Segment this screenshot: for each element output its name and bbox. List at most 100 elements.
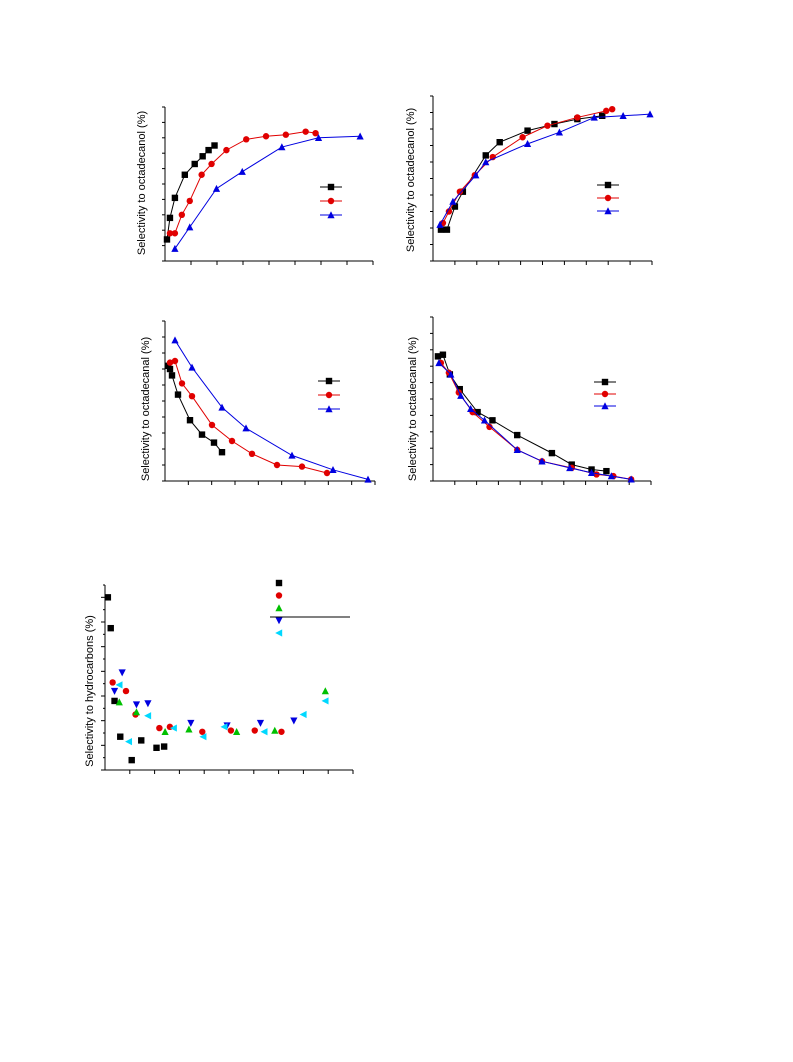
y-axis-label-3: Selectivity to octadecanal (%): [140, 336, 153, 482]
legend-marker: [601, 390, 609, 398]
data-point: [574, 114, 581, 121]
data-point: [486, 423, 493, 431]
legend-marker: [601, 402, 609, 410]
data-point: [329, 466, 337, 473]
data-point: [603, 107, 610, 115]
data-point: [111, 697, 118, 705]
data-point: [171, 357, 179, 365]
data-point: [188, 363, 196, 371]
data-point: [302, 128, 309, 135]
data-point: [489, 417, 496, 424]
data-point: [451, 203, 459, 210]
data-point: [480, 416, 489, 424]
data-point: [519, 134, 526, 141]
data-point: [321, 697, 329, 705]
data-point: [646, 110, 654, 118]
data-point: [627, 475, 635, 483]
series-line: [442, 108, 613, 224]
data-point: [544, 122, 551, 129]
legend-marker: [604, 207, 612, 215]
data-point: [227, 727, 235, 734]
data-point: [278, 143, 286, 151]
data-point: [223, 146, 230, 154]
data-point: [262, 133, 270, 140]
data-point: [174, 391, 182, 398]
legend-marker: [275, 617, 283, 625]
data-point: [323, 469, 331, 477]
data-point: [144, 700, 152, 708]
series-line: [439, 113, 651, 225]
series-line: [169, 360, 328, 474]
data-point: [208, 421, 216, 429]
series-line: [440, 115, 603, 231]
data-point: [607, 472, 615, 480]
data-point: [619, 112, 627, 119]
data-point: [171, 194, 179, 202]
data-point: [321, 687, 329, 695]
data-point: [110, 687, 119, 695]
data-point: [514, 431, 521, 439]
data-point: [251, 727, 258, 734]
data-point: [243, 136, 250, 143]
data-point: [187, 719, 195, 727]
data-point: [186, 417, 194, 424]
y-axis-label-1: Selectivity to octadecanol (%): [136, 110, 149, 256]
data-point: [118, 669, 126, 677]
data-point: [161, 727, 169, 735]
legend-marker: [275, 604, 283, 612]
data-point: [242, 424, 250, 432]
y-axis-label-5: Selectivity to hydrocarbons (%): [83, 615, 96, 767]
series-line: [174, 339, 369, 480]
data-point: [109, 679, 116, 686]
legend-marker: [327, 183, 335, 191]
y-axis-label-4: Selectivity to octadecanal (%): [407, 336, 420, 482]
data-point: [538, 457, 546, 465]
data-point: [186, 223, 194, 231]
data-point: [456, 188, 464, 195]
data-point: [437, 226, 445, 233]
data-point: [608, 106, 616, 113]
data-point: [474, 408, 481, 416]
series-line: [167, 365, 223, 453]
data-point: [166, 365, 174, 373]
legend-marker: [327, 211, 335, 219]
data-point: [128, 756, 135, 764]
data-point: [171, 230, 179, 237]
data-point: [248, 450, 256, 457]
legend-marker: [601, 378, 609, 386]
data-point: [273, 461, 281, 469]
data-point: [178, 211, 186, 218]
data-point: [166, 230, 174, 237]
legend-marker: [325, 377, 333, 385]
data-point: [314, 134, 323, 141]
data-point: [472, 171, 480, 179]
legend-marker: [327, 197, 335, 205]
data-point: [271, 726, 279, 734]
data-point: [364, 475, 372, 483]
data-point: [138, 737, 145, 744]
data-point: [568, 461, 575, 468]
data-point: [132, 701, 141, 709]
data-point: [513, 446, 521, 454]
data-point: [590, 113, 598, 121]
data-point: [163, 236, 171, 243]
data-point: [220, 723, 228, 731]
data-point: [166, 359, 174, 366]
data-point: [198, 171, 205, 178]
data-point: [555, 128, 564, 136]
data-point: [587, 469, 596, 476]
legend-marker: [604, 181, 612, 189]
data-point: [434, 353, 442, 360]
y-axis-label-2: Selectivity to octadecanol (%): [405, 107, 418, 253]
data-point: [208, 160, 215, 168]
data-point: [436, 220, 444, 228]
data-point: [198, 431, 206, 438]
data-point: [233, 727, 241, 735]
data-point: [218, 403, 226, 411]
data-point: [160, 743, 168, 750]
data-point: [467, 405, 475, 413]
data-point: [496, 139, 503, 146]
data-point: [523, 140, 532, 148]
data-point: [238, 167, 246, 175]
data-point: [168, 372, 176, 379]
